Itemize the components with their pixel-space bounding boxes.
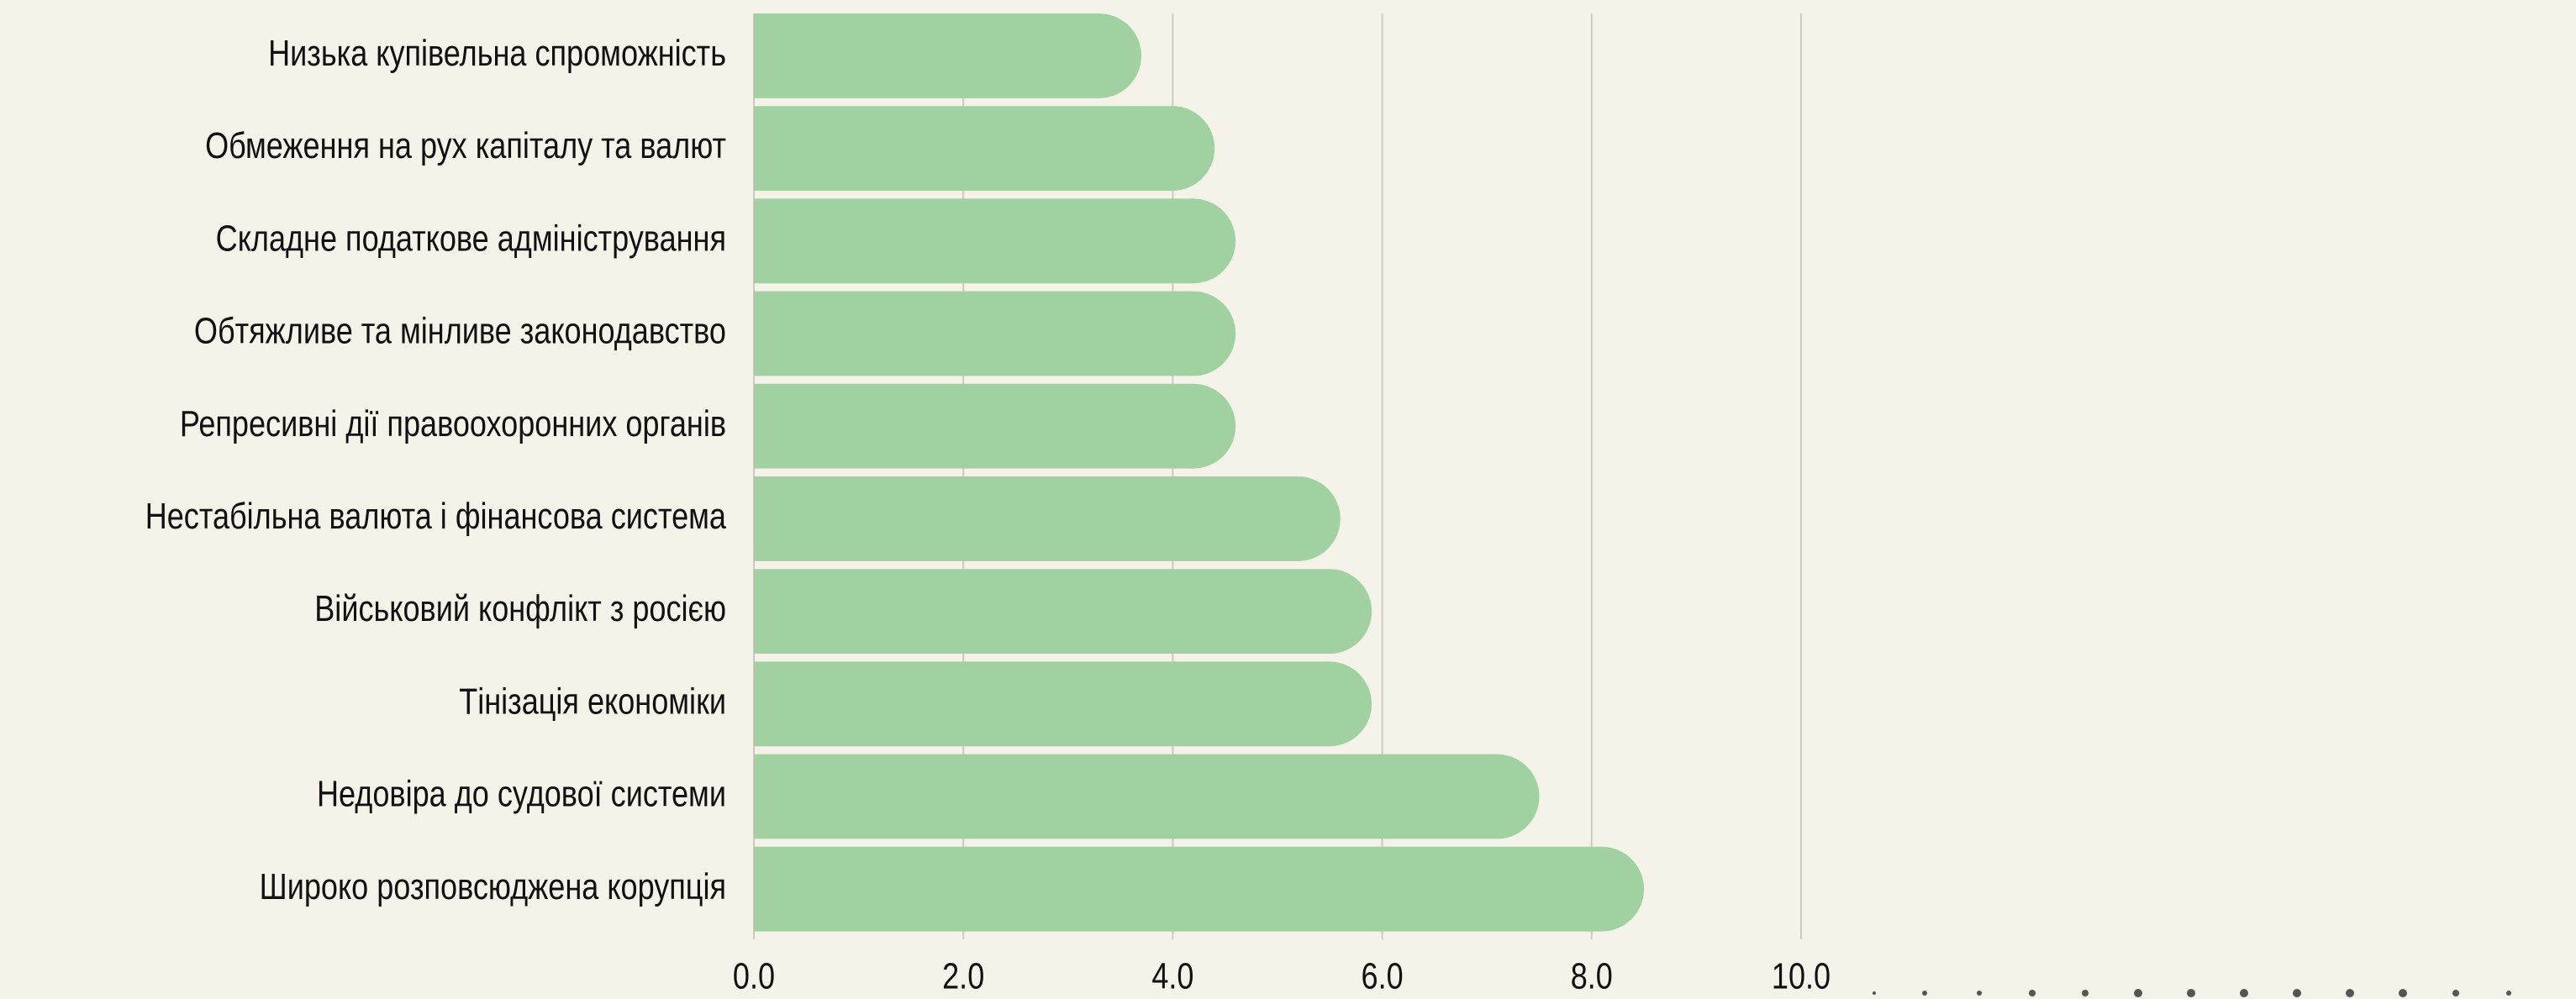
y-tick-label: Нестабільна валюта і фінансова система: [145, 496, 727, 537]
dot: [1977, 991, 1982, 996]
y-tick-label: Тінізація економіки: [459, 681, 726, 722]
bar: [754, 754, 1540, 839]
dot: [2293, 989, 2301, 997]
dot: [2399, 989, 2407, 997]
bar: [754, 569, 1372, 655]
y-tick-label: Обтяжливе та мінливе законодавство: [194, 310, 726, 351]
dot: [2452, 990, 2459, 996]
dot: [2187, 989, 2195, 997]
dot: [2029, 990, 2036, 996]
dot: [2240, 989, 2248, 997]
dot: [2346, 989, 2354, 997]
bar: [754, 291, 1236, 376]
y-tick-label: Обмеження на рух капіталу та валют: [205, 125, 726, 166]
bar: [754, 476, 1341, 561]
bar-layer: [754, 13, 1645, 932]
x-tick-label: 0.0: [733, 955, 775, 996]
label-layer: 0.0 2.0 4.0 6.0 8.0 10.0 Низька купівельна спр…: [145, 33, 1831, 997]
x-tick-label: 6.0: [1362, 955, 1404, 996]
bar: [754, 13, 1142, 98]
dot: [2506, 991, 2511, 996]
bar: [754, 846, 1645, 932]
dot: [2082, 990, 2089, 996]
dot: [2134, 989, 2142, 997]
y-tick-label: Складне податкове адміністрування: [216, 218, 726, 259]
y-tick-label: Недовіра до судової системи: [317, 773, 726, 814]
bar: [754, 661, 1372, 747]
dot: [1922, 991, 1927, 996]
x-tick-label: 8.0: [1571, 955, 1613, 996]
y-tick-label: Широко розповсюджена корупція: [260, 865, 726, 907]
y-tick-label: Репресивні дії правоохоронних органів: [180, 402, 726, 444]
x-tick-label: 4.0: [1151, 955, 1193, 996]
y-tick-label: Військовий конфлікт з росією: [314, 588, 726, 629]
x-tick-label: 2.0: [942, 955, 984, 996]
bar: [754, 198, 1236, 284]
pager-dots: [1873, 989, 2511, 997]
bar: [754, 383, 1236, 469]
x-tick-label: 10.0: [1772, 955, 1831, 996]
y-tick-label: Низька купівельна спроможність: [268, 33, 726, 74]
bar: [754, 106, 1215, 192]
dot: [1873, 991, 1876, 995]
